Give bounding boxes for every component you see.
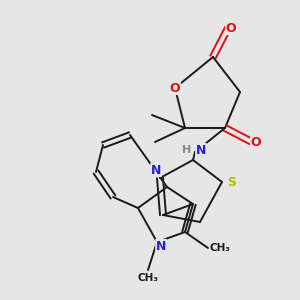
Text: CH₃: CH₃ xyxy=(209,243,230,253)
Text: N: N xyxy=(151,164,161,176)
Text: N: N xyxy=(196,143,206,157)
Text: N: N xyxy=(156,239,166,253)
Text: CH₃: CH₃ xyxy=(137,273,158,283)
Text: O: O xyxy=(170,82,180,94)
Text: O: O xyxy=(251,136,261,148)
Text: S: S xyxy=(227,176,236,188)
Text: O: O xyxy=(226,22,236,34)
Text: H: H xyxy=(182,145,192,155)
